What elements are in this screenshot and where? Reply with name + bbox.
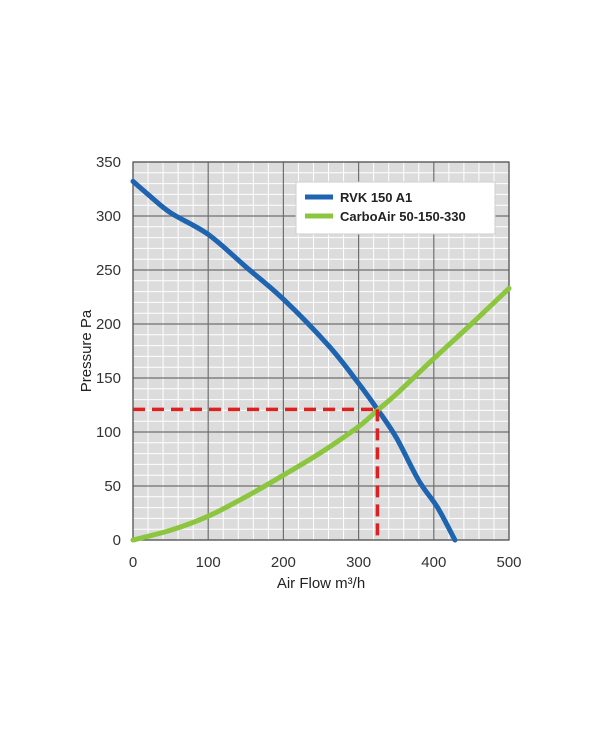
legend-label-rvk: RVK 150 A1: [340, 190, 412, 205]
x-axis-title: Air Flow m³/h: [277, 575, 365, 592]
y-axis-ticks: 0 50 100 150 200 250 300 350: [96, 154, 121, 549]
x-tick-label: 100: [196, 554, 221, 571]
y-tick-label: 200: [96, 316, 121, 333]
y-tick-label: 300: [96, 208, 121, 225]
y-tick-label: 0: [113, 532, 121, 549]
legend-box: [295, 181, 496, 235]
x-tick-label: 400: [421, 554, 446, 571]
y-axis-title: Pressure Pa: [78, 309, 95, 392]
series-lines: [130, 178, 512, 543]
x-tick-label: 300: [346, 554, 371, 571]
series-line-carboair: [130, 285, 512, 543]
y-tick-label: 150: [96, 370, 121, 387]
series-line-rvk: [130, 178, 458, 543]
y-tick-label: 50: [104, 478, 121, 495]
legend-label-carboair: CarboAir 50-150-330: [340, 209, 466, 224]
legend: RVK 150 A1 CarboAir 50-150-330: [295, 181, 496, 235]
x-axis-ticks: 0 100 200 300 400 500: [129, 554, 522, 571]
x-tick-label: 500: [496, 554, 521, 571]
x-tick-label: 200: [271, 554, 296, 571]
plot-border: [132, 161, 510, 541]
x-tick-label: 0: [129, 554, 137, 571]
y-tick-label: 350: [96, 154, 121, 171]
operating-point-annotation: [133, 407, 380, 540]
y-tick-label: 250: [96, 262, 121, 279]
y-tick-label: 100: [96, 424, 121, 441]
